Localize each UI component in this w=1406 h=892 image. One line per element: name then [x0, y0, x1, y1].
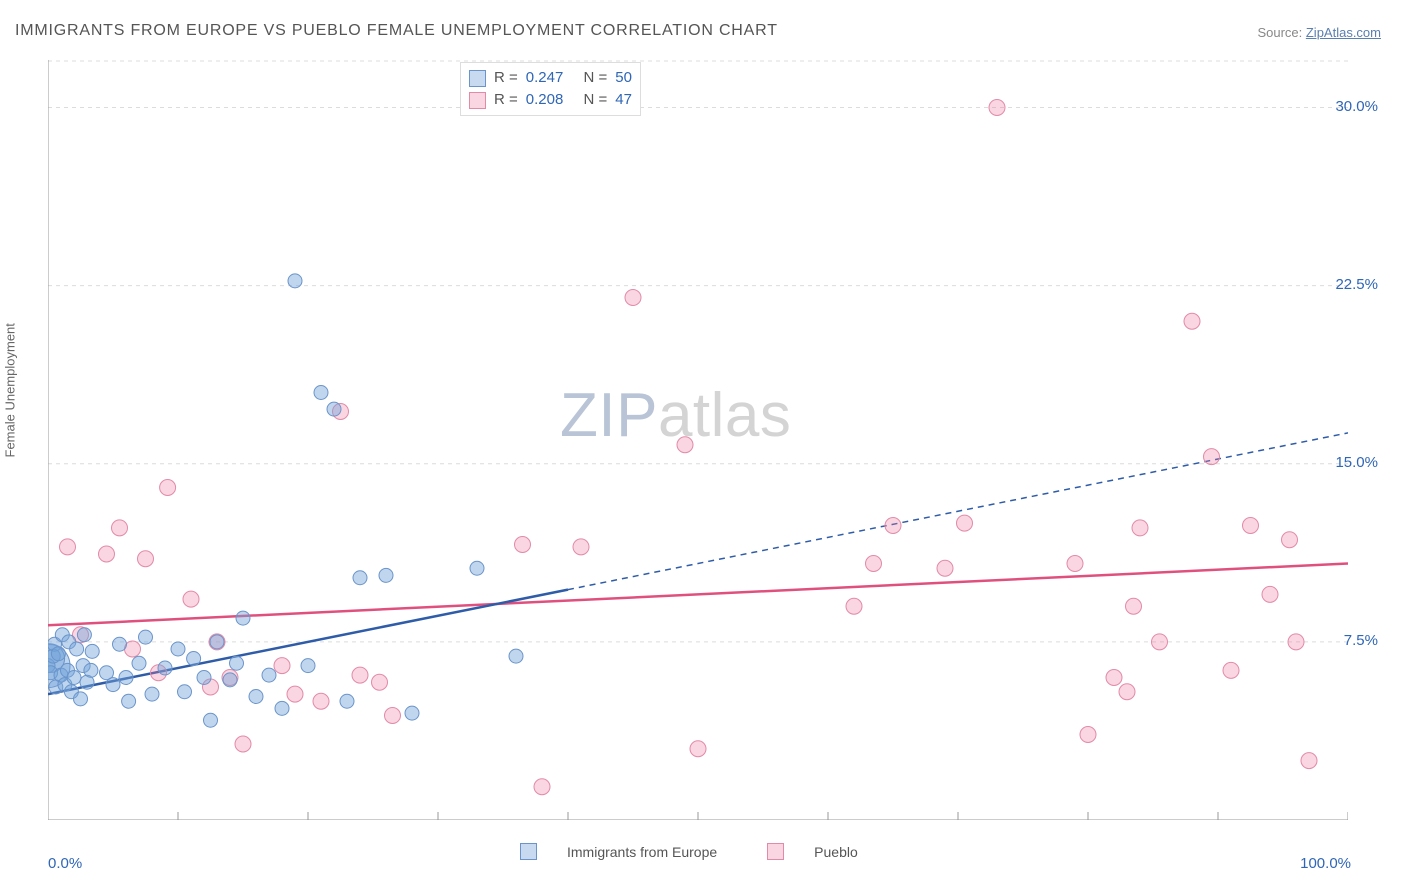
legend-swatch-blue — [469, 70, 486, 87]
x-max-label: 100.0% — [1300, 855, 1351, 872]
correlation-legend: R = 0.247 N = 50 R = 0.208 N = 47 — [460, 62, 641, 116]
legend-bottom-swatch-pink — [767, 843, 784, 860]
chart-title: IMMIGRANTS FROM EUROPE VS PUEBLO FEMALE … — [15, 22, 778, 40]
legend-swatch-pink — [469, 92, 486, 109]
y-tick-label: 30.0% — [1335, 98, 1378, 115]
n-label-2: N = — [583, 89, 607, 111]
y-tick-label: 15.0% — [1335, 454, 1378, 471]
corr-row-1: R = 0.247 N = 50 — [469, 67, 632, 89]
y-tick-label: 22.5% — [1335, 276, 1378, 293]
legend-series2-label: Pueblo — [814, 844, 858, 860]
r-value-2: 0.208 — [526, 89, 564, 111]
source-link[interactable]: ZipAtlas.com — [1306, 25, 1381, 40]
legend-series1-label: Immigrants from Europe — [567, 844, 717, 860]
n-value-1: 50 — [615, 67, 632, 89]
source-label: Source: ZipAtlas.com — [1257, 25, 1381, 40]
n-value-2: 47 — [615, 89, 632, 111]
legend-bottom-swatch-blue — [520, 843, 537, 860]
scatter-plot — [48, 60, 1348, 820]
r-label-2: R = — [494, 89, 518, 111]
y-axis-label: Female Unemployment — [3, 323, 18, 457]
corr-row-2: R = 0.208 N = 47 — [469, 89, 632, 111]
r-value-1: 0.247 — [526, 67, 564, 89]
x-min-label: 0.0% — [48, 855, 82, 872]
r-label-1: R = — [494, 67, 518, 89]
series-legend: Immigrants from Europe Pueblo — [520, 843, 858, 860]
n-label-1: N = — [583, 67, 607, 89]
source-prefix: Source: — [1257, 25, 1305, 40]
y-tick-label: 7.5% — [1344, 632, 1378, 649]
